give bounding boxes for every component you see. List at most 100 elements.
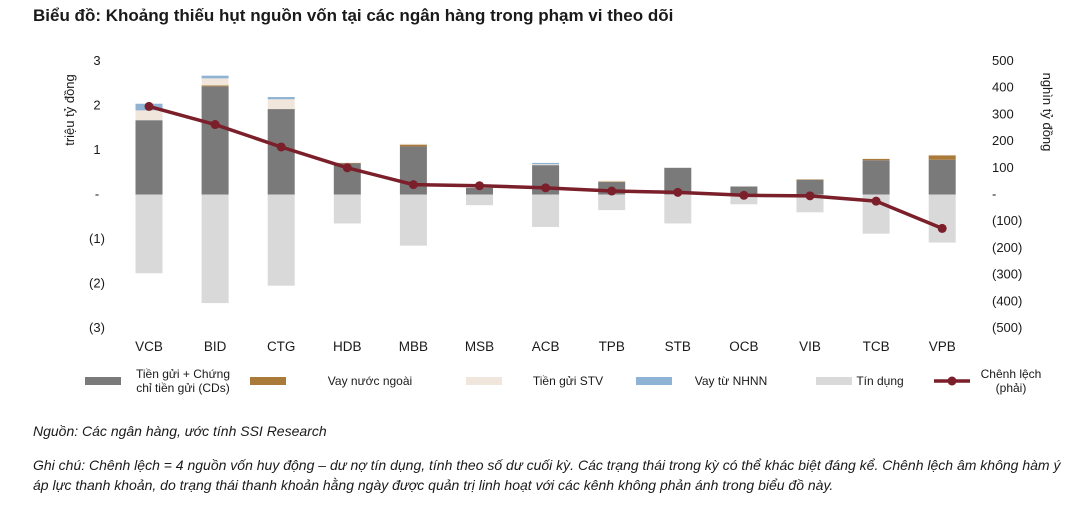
bar-foreign-vib bbox=[796, 179, 824, 180]
legend-label-deposits: Tiền gửi + Chứng bbox=[136, 367, 230, 381]
left-tick-label: - bbox=[95, 187, 99, 202]
category-label: TCB bbox=[863, 339, 890, 354]
bar-foreign-hdb bbox=[333, 162, 361, 164]
category-label: TPB bbox=[599, 339, 625, 354]
bar-stv-bid bbox=[201, 78, 229, 86]
gap-point-ocb bbox=[739, 190, 749, 200]
gap-point-msb bbox=[475, 181, 484, 191]
bar-sbv-acb bbox=[532, 162, 560, 165]
bar-foreign-tpb bbox=[598, 181, 626, 183]
bar-deposits-ctg bbox=[267, 109, 295, 195]
bar-credit-ctg bbox=[267, 194, 295, 286]
bar-deposits-ocb bbox=[730, 186, 758, 195]
note-text: Ghi chú: Chênh lệch = 4 nguồn vốn huy độ… bbox=[33, 457, 1061, 493]
category-label: VCB bbox=[135, 339, 163, 354]
gap-point-bid bbox=[210, 120, 220, 130]
category-label: CTG bbox=[267, 339, 296, 354]
chart-title: Biểu đồ: Khoảng thiếu hụt nguồn vốn tại … bbox=[33, 6, 674, 25]
gap-point-ctg bbox=[276, 142, 286, 152]
bar-deposits-msb bbox=[466, 187, 493, 195]
source-text: Nguồn: Các ngân hàng, ước tính SSI Resea… bbox=[33, 423, 327, 439]
bar-deposits-vpb bbox=[928, 159, 956, 195]
bar-foreign-tcb bbox=[862, 158, 890, 161]
bar-stv-mbb bbox=[399, 143, 427, 145]
legend-label-stv: Tiền gửi STV bbox=[533, 374, 603, 388]
bar-credit-bid bbox=[201, 194, 229, 304]
category-label: BID bbox=[204, 339, 227, 354]
right-tick-label: 500 bbox=[992, 53, 1014, 68]
bar-credit-stb bbox=[664, 194, 692, 224]
right-tick-label: - bbox=[992, 187, 996, 202]
category-label: VPB bbox=[929, 339, 956, 354]
right-tick-label: 400 bbox=[992, 80, 1014, 95]
gap-point-hdb bbox=[342, 163, 352, 173]
category-label: STB bbox=[665, 339, 691, 354]
bar-deposits-vcb bbox=[135, 120, 163, 195]
right-tick-label: 100 bbox=[992, 160, 1014, 175]
right-tick-label: 200 bbox=[992, 133, 1014, 148]
gap-point-vib bbox=[805, 191, 815, 201]
category-label: MSB bbox=[465, 339, 494, 354]
right-tick-label: (400) bbox=[992, 293, 1022, 308]
right-tick-label: 300 bbox=[992, 106, 1014, 121]
left-axis-title: triệu tỷ đồng bbox=[62, 74, 77, 146]
legend-swatch-deposits bbox=[85, 377, 121, 385]
legend-label-foreign: Vay nước ngoài bbox=[328, 374, 412, 388]
bar-deposits-tcb bbox=[862, 160, 890, 195]
bar-credit-mbb bbox=[399, 194, 427, 246]
gap-point-vpb bbox=[937, 223, 947, 233]
bar-credit-msb bbox=[466, 194, 493, 206]
legend-label-gap: (phải) bbox=[996, 381, 1027, 395]
bar-credit-vpb bbox=[928, 194, 956, 243]
category-label: OCB bbox=[729, 339, 758, 354]
right-tick-label: (300) bbox=[992, 267, 1022, 282]
legend-swatch-stv bbox=[466, 377, 502, 385]
category-label: MBB bbox=[399, 339, 428, 354]
legend-label-credit: Tín dụng bbox=[856, 374, 903, 388]
right-tick-label: (100) bbox=[992, 213, 1022, 228]
right-axis-title: nghìn tỷ đồng bbox=[1040, 73, 1055, 152]
bar-stv-acb bbox=[532, 164, 560, 166]
bar-deposits-vib bbox=[796, 179, 824, 195]
left-tick-label: (1) bbox=[89, 231, 105, 246]
legend-line-marker bbox=[947, 376, 957, 386]
gap-point-tcb bbox=[871, 196, 881, 206]
bar-credit-acb bbox=[532, 194, 560, 227]
bar-foreign-bid bbox=[201, 85, 229, 87]
bar-deposits-bid bbox=[201, 86, 229, 195]
gap-point-vcb bbox=[144, 101, 154, 111]
chart-svg: 3 2 1 - (1) (2) (3) 500 400 300 200 100 - (100) (200) (… bbox=[62, 53, 1055, 395]
right-tick-label: (200) bbox=[992, 240, 1022, 255]
legend-label-sbv: Vay từ NHNN bbox=[695, 374, 768, 388]
legend-label-deposits: chỉ tiền gửi (CDs) bbox=[136, 381, 229, 395]
bar-sbv-ctg bbox=[267, 97, 295, 100]
bar-stv-ctg bbox=[267, 99, 295, 110]
bar-stv-vib bbox=[796, 178, 824, 180]
legend-swatch-foreign bbox=[250, 377, 286, 385]
legend-label-gap: Chênh lệch bbox=[981, 367, 1042, 381]
category-label: ACB bbox=[532, 339, 560, 354]
left-tick-label: (2) bbox=[89, 276, 105, 291]
bar-stv-tpb bbox=[598, 180, 626, 182]
legend-swatch-credit bbox=[816, 377, 852, 385]
bar-credit-vib bbox=[796, 194, 824, 213]
right-tick-label: (500) bbox=[992, 320, 1022, 335]
bar-credit-vcb bbox=[135, 194, 163, 274]
gap-point-acb bbox=[541, 183, 551, 193]
left-tick-label: 3 bbox=[93, 53, 100, 68]
bar-sbv-bid bbox=[201, 75, 229, 79]
left-tick-label: 1 bbox=[93, 142, 100, 157]
gap-point-tpb bbox=[607, 186, 617, 196]
bar-stv-vcb bbox=[135, 110, 163, 121]
left-tick-label: (3) bbox=[89, 320, 105, 335]
bar-stv-vpb bbox=[928, 154, 956, 156]
left-tick-label: 2 bbox=[93, 98, 100, 113]
bar-foreign-mbb bbox=[399, 144, 427, 147]
bar-foreign-vpb bbox=[928, 155, 956, 160]
category-label: HDB bbox=[333, 339, 362, 354]
gap-point-mbb bbox=[408, 180, 418, 190]
bar-credit-tpb bbox=[598, 194, 626, 211]
gap-point-stb bbox=[673, 187, 683, 197]
bar-credit-hdb bbox=[333, 194, 361, 224]
category-label: VIB bbox=[799, 339, 821, 354]
